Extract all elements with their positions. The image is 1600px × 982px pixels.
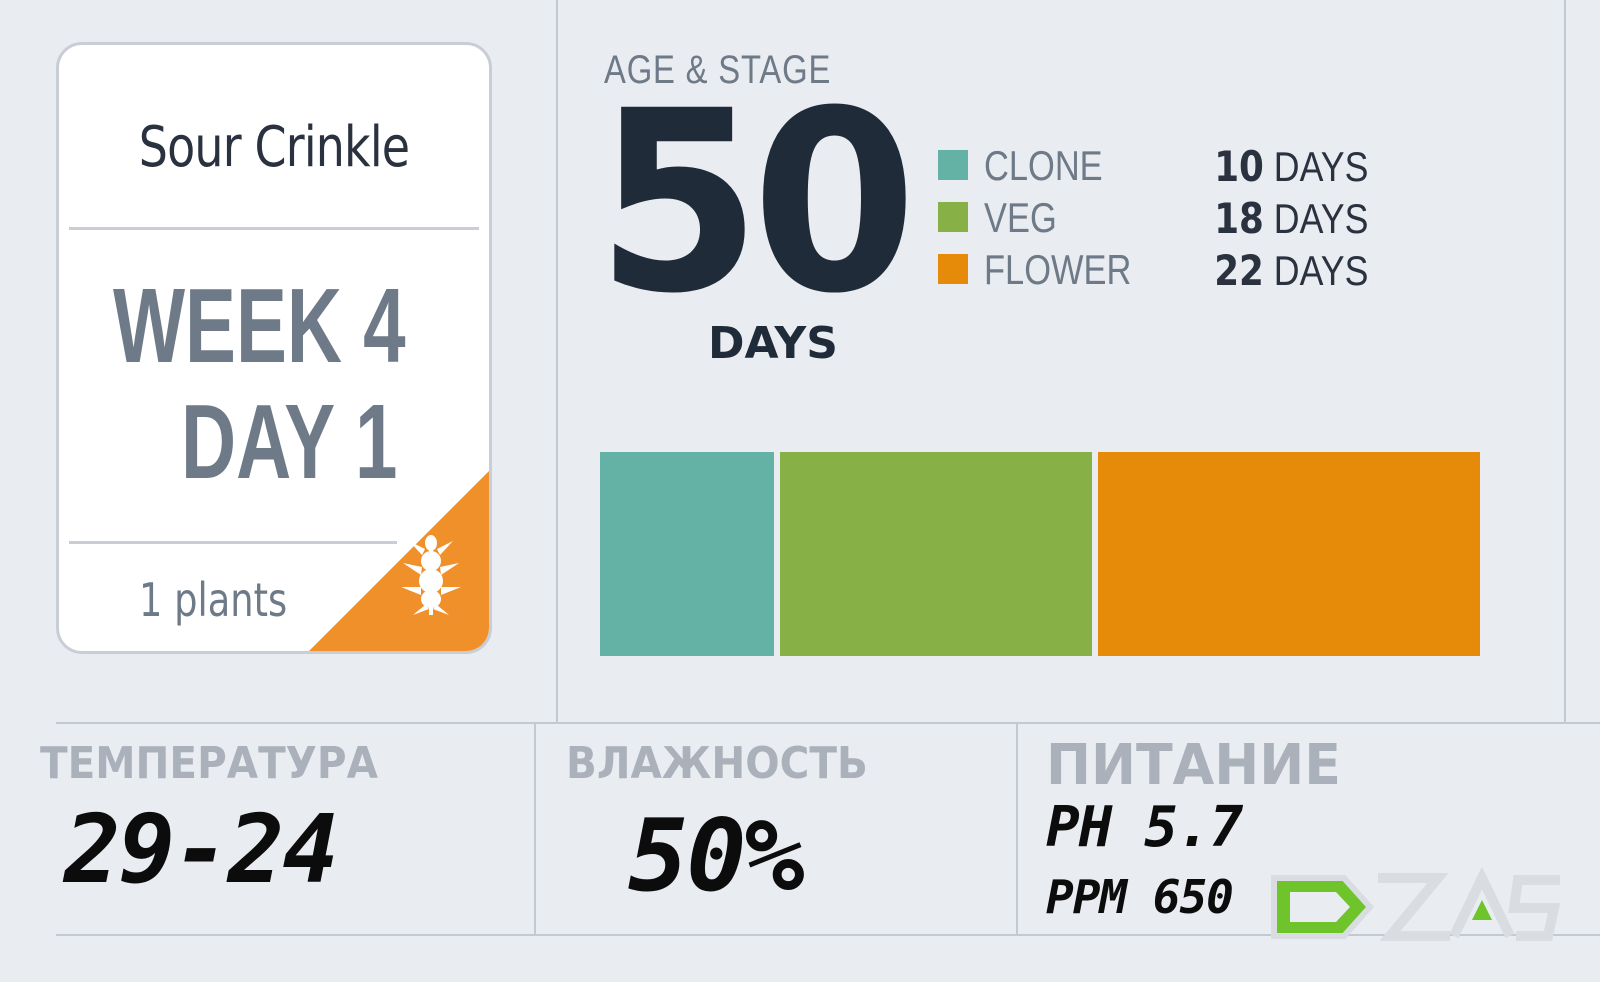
stage-segment-flower [1098, 452, 1480, 656]
legend-row-flower: FLOWER 22 DAYS [938, 244, 1378, 295]
legend-value-flower: 22 DAYS [1214, 246, 1368, 295]
legend-days-veg: 18 [1213, 194, 1264, 243]
legend-value-veg: 18 DAYS [1214, 194, 1368, 243]
legend-days-clone: 10 [1213, 142, 1264, 191]
day-label: DAY 1 [181, 383, 398, 501]
legend-days-flower: 22 [1213, 246, 1264, 295]
temperature-title: ТЕМПЕРАТУРА [40, 738, 378, 789]
legend-swatch-flower [938, 254, 968, 284]
nutrition-title: ПИТАНИЕ [1046, 733, 1341, 798]
card-divider-top [69, 227, 479, 230]
legend-label-clone: CLONE [984, 142, 1103, 189]
legend-unit-clone: DAYS [1263, 143, 1368, 190]
divider-stat-2 [1016, 722, 1018, 936]
legend-value-clone: 10 DAYS [1214, 142, 1368, 191]
divider-vertical-top [556, 0, 558, 722]
stage-segment-clone [600, 452, 774, 656]
total-days-unit: DAYS [708, 318, 838, 369]
legend-label-veg: VEG [984, 194, 1057, 241]
card-divider-bottom [69, 541, 397, 544]
flower-stage-corner [309, 471, 489, 651]
brand-logo-icon [1271, 868, 1561, 941]
legend-row-veg: VEG 18 DAYS [938, 192, 1378, 243]
stage-segment-veg [779, 452, 1093, 656]
legend-row-clone: CLONE 10 DAYS [938, 140, 1378, 191]
nutrition-ph-value: PH 5.7 [1046, 795, 1243, 860]
strain-name: Sour Crinkle [138, 115, 410, 180]
total-days-number: 50 [596, 57, 917, 348]
humidity-value: 50% [628, 797, 805, 914]
week-label: WEEK 4 [113, 267, 406, 385]
divider-vertical-right [1564, 0, 1566, 722]
humidity-title: ВЛАЖНОСТЬ [566, 738, 868, 789]
legend-unit-flower: DAYS [1263, 247, 1368, 294]
legend-label-flower: FLOWER [984, 246, 1132, 293]
temperature-value: 29-24 [64, 796, 339, 905]
divider-horizontal-mid [56, 722, 1600, 724]
legend-unit-veg: DAYS [1263, 195, 1368, 242]
nutrition-ppm-value: PPM 650 [1046, 870, 1234, 924]
age-stage-label: AGE & STAGE [604, 48, 832, 92]
stage-progress-bar [600, 452, 1480, 656]
legend-swatch-veg [938, 202, 968, 232]
cannabis-bud-icon [401, 535, 461, 615]
legend-swatch-clone [938, 150, 968, 180]
divider-stat-1 [534, 722, 536, 936]
divider-horizontal-bottom [56, 934, 1600, 936]
plant-count: 1 plants [139, 573, 288, 627]
plant-card[interactable]: Sour Crinkle WEEK 4 DAY 1 1 plants [56, 42, 492, 654]
